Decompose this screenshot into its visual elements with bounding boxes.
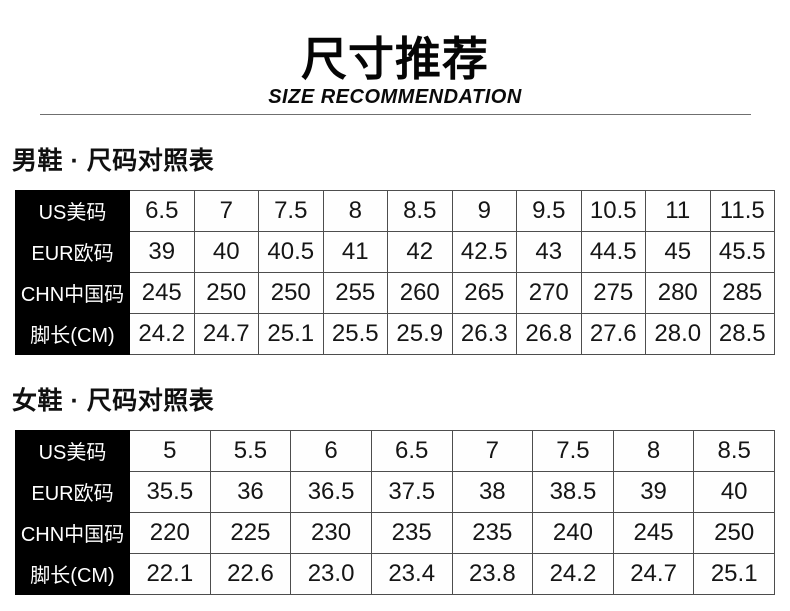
size-cell: 39 bbox=[129, 230, 195, 273]
page-title: 尺寸推荐 bbox=[301, 33, 489, 85]
size-cell: 7.5 bbox=[532, 429, 614, 472]
size-cell: 38.5 bbox=[532, 470, 614, 513]
row-label: CHN中国码 bbox=[15, 511, 130, 554]
size-cell: 235 bbox=[370, 511, 453, 554]
section-title-mens: 男鞋 · 尺码对照表 bbox=[12, 146, 215, 175]
size-cell: 25.1 bbox=[258, 312, 324, 355]
row-label: CHN中国码 bbox=[15, 271, 130, 314]
size-cell: 28.5 bbox=[709, 312, 775, 355]
womens-size-section: 女鞋 · 尺码对照表 US美码 5 5.5 6 6.5 7 7.5 8 8.5 EUR欧码 35.5… bbox=[0, 381, 790, 595]
size-cell: 245 bbox=[612, 511, 695, 554]
table-row: EUR欧码 35.5 36 36.5 37.5 38 38.5 39 40 bbox=[15, 470, 775, 513]
size-cell: 25.5 bbox=[322, 312, 388, 355]
table-row: EUR欧码 39 40 40.5 41 42 42.5 43 44.5 45 45.5 bbox=[15, 230, 775, 273]
size-cell: 23.0 bbox=[290, 552, 372, 595]
size-cell: 225 bbox=[209, 511, 292, 554]
table-row: CHN中国码 245 250 250 255 260 265 270 275 280 285 bbox=[15, 271, 775, 314]
size-cell: 5.5 bbox=[209, 429, 292, 472]
size-cell: 7 bbox=[451, 429, 534, 472]
size-cell: 9 bbox=[451, 189, 517, 232]
size-cell: 265 bbox=[451, 271, 517, 314]
mens-size-section: 男鞋 · 尺码对照表 US美码 6.5 7 7.5 8 8.5 9 9.5 10.5 11 11.5… bbox=[0, 141, 790, 355]
size-cell: 38 bbox=[451, 470, 534, 513]
size-cell: 24.7 bbox=[193, 312, 259, 355]
size-cell: 8.5 bbox=[693, 429, 775, 472]
size-cell: 10.5 bbox=[580, 189, 646, 232]
size-cell: 41 bbox=[322, 230, 388, 273]
size-cell: 255 bbox=[322, 271, 388, 314]
size-cell: 235 bbox=[451, 511, 534, 554]
size-cell: 7 bbox=[193, 189, 259, 232]
size-cell: 270 bbox=[516, 271, 582, 314]
size-cell: 6.5 bbox=[370, 429, 453, 472]
size-cell: 245 bbox=[129, 271, 195, 314]
row-label: EUR欧码 bbox=[15, 230, 130, 273]
size-cell: 36 bbox=[209, 470, 292, 513]
size-cell: 220 bbox=[129, 511, 211, 554]
size-cell: 23.4 bbox=[370, 552, 453, 595]
size-cell: 23.8 bbox=[451, 552, 534, 595]
womens-size-table: US美码 5 5.5 6 6.5 7 7.5 8 8.5 EUR欧码 35.5 36 36.5 37.5 3… bbox=[15, 429, 775, 595]
size-cell: 27.6 bbox=[580, 312, 646, 355]
row-label: 脚长(CM) bbox=[15, 312, 130, 355]
size-cell: 28.0 bbox=[645, 312, 711, 355]
table-row: US美码 5 5.5 6 6.5 7 7.5 8 8.5 bbox=[15, 429, 775, 472]
size-cell: 26.3 bbox=[451, 312, 517, 355]
size-cell: 24.7 bbox=[612, 552, 695, 595]
row-label: 脚长(CM) bbox=[15, 552, 130, 595]
table-row: US美码 6.5 7 7.5 8 8.5 9 9.5 10.5 11 11.5 bbox=[15, 189, 775, 232]
size-cell: 11.5 bbox=[709, 189, 775, 232]
size-cell: 285 bbox=[709, 271, 775, 314]
size-cell: 8 bbox=[322, 189, 388, 232]
table-row: 脚长(CM) 22.1 22.6 23.0 23.4 23.8 24.2 24.7 25.1 bbox=[15, 552, 775, 595]
size-cell: 250 bbox=[258, 271, 324, 314]
size-cell: 250 bbox=[193, 271, 259, 314]
size-cell: 6 bbox=[290, 429, 372, 472]
size-cell: 40 bbox=[693, 470, 775, 513]
size-cell: 240 bbox=[532, 511, 614, 554]
section-title-womens: 女鞋 · 尺码对照表 bbox=[12, 386, 215, 415]
size-cell: 24.2 bbox=[532, 552, 614, 595]
size-cell: 40 bbox=[193, 230, 259, 273]
size-cell: 26.8 bbox=[516, 312, 582, 355]
size-cell: 25.1 bbox=[693, 552, 775, 595]
page-subtitle: SIZE RECOMMENDATION bbox=[268, 85, 522, 108]
table-row: CHN中国码 220 225 230 235 235 240 245 250 bbox=[15, 511, 775, 554]
table-row: 脚长(CM) 24.2 24.7 25.1 25.5 25.9 26.3 26.8 27.6 28… bbox=[15, 312, 775, 355]
row-label: US美码 bbox=[15, 429, 130, 472]
size-cell: 39 bbox=[612, 470, 695, 513]
size-cell: 25.9 bbox=[387, 312, 453, 355]
size-cell: 275 bbox=[580, 271, 646, 314]
size-cell: 42.5 bbox=[451, 230, 517, 273]
size-cell: 40.5 bbox=[258, 230, 324, 273]
size-cell: 11 bbox=[645, 189, 711, 232]
mens-size-table: US美码 6.5 7 7.5 8 8.5 9 9.5 10.5 11 11.5 EUR欧码 39 40 40… bbox=[15, 189, 775, 355]
size-cell: 6.5 bbox=[129, 189, 195, 232]
size-cell: 260 bbox=[387, 271, 453, 314]
size-cell: 37.5 bbox=[370, 470, 453, 513]
row-label: US美码 bbox=[15, 189, 130, 232]
row-label: EUR欧码 bbox=[15, 470, 130, 513]
header-divider bbox=[40, 113, 751, 115]
size-cell: 36.5 bbox=[290, 470, 372, 513]
size-cell: 280 bbox=[645, 271, 711, 314]
size-cell: 230 bbox=[290, 511, 372, 554]
size-cell: 8.5 bbox=[387, 189, 453, 232]
size-cell: 7.5 bbox=[258, 189, 324, 232]
size-cell: 44.5 bbox=[580, 230, 646, 273]
size-cell: 35.5 bbox=[129, 470, 211, 513]
size-cell: 42 bbox=[387, 230, 453, 273]
size-cell: 24.2 bbox=[129, 312, 195, 355]
size-cell: 9.5 bbox=[516, 189, 582, 232]
size-cell: 43 bbox=[516, 230, 582, 273]
size-cell: 45.5 bbox=[709, 230, 775, 273]
size-cell: 45 bbox=[645, 230, 711, 273]
size-cell: 8 bbox=[612, 429, 695, 472]
size-cell: 250 bbox=[693, 511, 775, 554]
size-recommendation-page: 尺寸推荐 SIZE RECOMMENDATION 男鞋 · 尺码对照表 US美码… bbox=[0, 36, 790, 611]
size-cell: 22.6 bbox=[209, 552, 292, 595]
size-cell: 22.1 bbox=[129, 552, 211, 595]
size-cell: 5 bbox=[129, 429, 211, 472]
